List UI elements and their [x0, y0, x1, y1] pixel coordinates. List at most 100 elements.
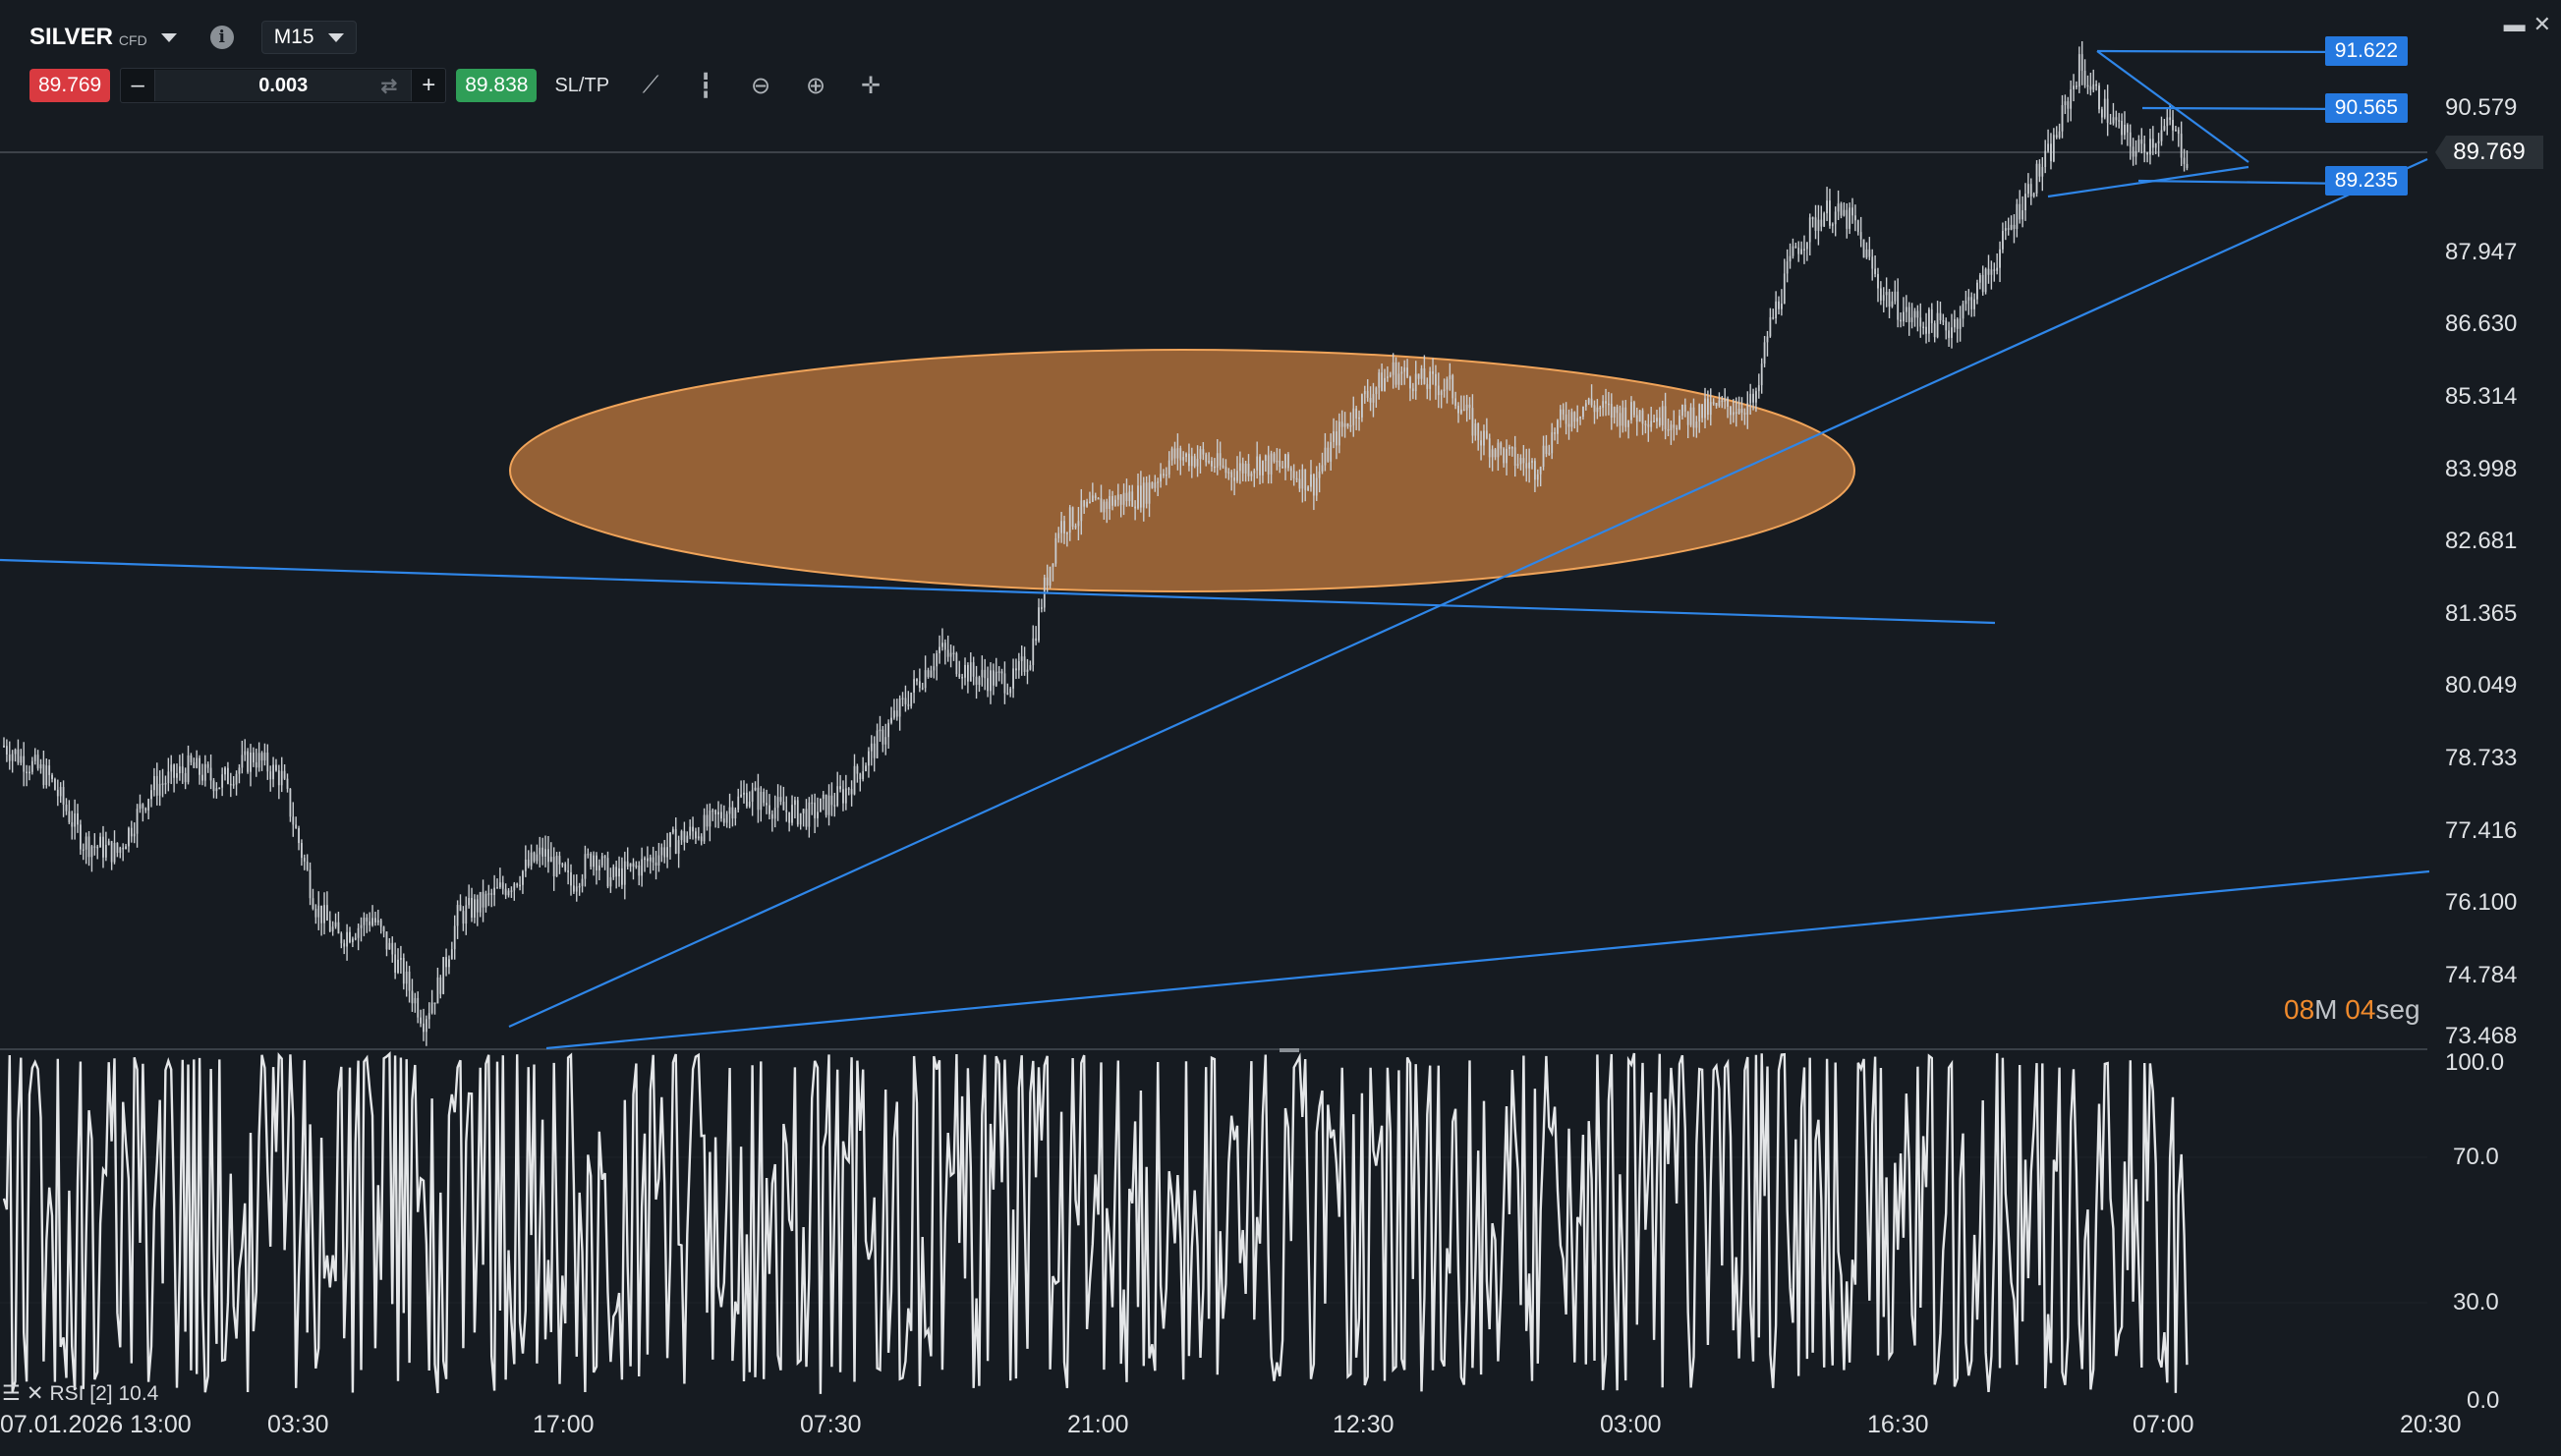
- price-tag-91622[interactable]: 91.622: [2324, 36, 2408, 66]
- candle-body: [1658, 418, 1661, 425]
- quantity-plus-button[interactable]: +: [422, 72, 436, 98]
- candle-type-icon[interactable]: ┇: [698, 72, 713, 99]
- candle-body: [519, 884, 521, 887]
- sell-price-button[interactable]: 89.769: [29, 69, 111, 102]
- candle-body: [433, 1002, 436, 1005]
- candle-body: [465, 905, 468, 924]
- line-chart-icon[interactable]: ⟋: [642, 72, 659, 98]
- candle-body: [448, 959, 450, 968]
- candle-body: [5, 746, 8, 755]
- candle-body: [811, 802, 814, 805]
- quantity-stepper: – 0.003 ⇄ +: [120, 68, 447, 103]
- candle-body: [1065, 532, 1068, 534]
- info-icon[interactable]: i: [209, 26, 234, 49]
- candle-body: [1647, 423, 1650, 427]
- candle-body: [833, 805, 836, 807]
- candle-body: [984, 669, 987, 679]
- rsi-indicator-label: ☰ ✕ RSI [2] 10.4: [2, 1381, 158, 1406]
- candle-body: [133, 833, 136, 837]
- buy-price-button[interactable]: 89.838: [456, 69, 538, 102]
- rsi-axis-label: 0.0: [2467, 1387, 2500, 1414]
- candle-body: [504, 888, 507, 896]
- candle-body: [1355, 408, 1358, 419]
- candle-body: [1834, 211, 1837, 225]
- candle-body: [1800, 249, 1802, 254]
- candle-body: [1199, 449, 1202, 460]
- trendlines[interactable]: [0, 49, 2430, 1050]
- candle-body: [1089, 501, 1091, 504]
- candle-body: [1238, 463, 1241, 472]
- candle-body: [1337, 421, 1340, 446]
- symbol-dropdown-icon[interactable]: [160, 32, 177, 42]
- swap-icon[interactable]: ⇄: [380, 76, 398, 97]
- candle-body: [1157, 481, 1160, 483]
- candle-body: [1780, 304, 1783, 309]
- candle-body: [79, 824, 82, 850]
- price-label: 82.681: [2445, 528, 2518, 554]
- candle-body: [1462, 409, 1465, 412]
- candle-body: [2124, 124, 2126, 136]
- candle-body: [1551, 432, 1554, 454]
- highlight-ellipse[interactable]: [509, 349, 1855, 592]
- trendline-lower-rising: [545, 869, 2430, 1050]
- timeframe-select[interactable]: M15: [260, 21, 357, 54]
- candle-body: [1888, 292, 1891, 308]
- candle-body: [1160, 474, 1162, 482]
- candle-body: [1948, 330, 1951, 338]
- price-tag-90565[interactable]: 90.565: [2324, 93, 2408, 123]
- candle-body: [839, 786, 841, 790]
- candle-body: [1670, 424, 1673, 430]
- sltp-button[interactable]: SL/TP: [554, 74, 610, 96]
- zoom-out-icon[interactable]: ⊖: [750, 72, 771, 99]
- candle-body: [1559, 409, 1562, 420]
- candle-body: [1885, 292, 1888, 296]
- symbol-type: CFD: [118, 32, 147, 48]
- candle-body: [703, 814, 706, 842]
- candle-body: [884, 737, 887, 745]
- quantity-input[interactable]: 0.003 ⇄: [154, 70, 413, 101]
- candle-body: [1854, 215, 1856, 221]
- price-tag-89235[interactable]: 89.235: [2324, 166, 2408, 196]
- candle-body: [1086, 501, 1088, 507]
- candle-body: [1307, 486, 1309, 491]
- candle-body: [1942, 319, 1945, 322]
- candle-body: [1182, 457, 1185, 461]
- candle-body: [2073, 85, 2075, 90]
- candle-body: [142, 804, 144, 809]
- candle-body: [1769, 316, 1772, 337]
- candle-body: [2143, 143, 2146, 153]
- candle-body: [1167, 460, 1170, 475]
- close-icon[interactable]: ✕: [2533, 12, 2551, 36]
- quantity-minus-button[interactable]: –: [131, 72, 144, 98]
- candle-body: [1548, 453, 1551, 455]
- candle-body: [283, 770, 286, 779]
- zoom-in-icon[interactable]: ⊕: [805, 72, 826, 99]
- candle-body: [11, 754, 14, 761]
- candle-body: [405, 971, 408, 984]
- indicator-menu-icon[interactable]: ☰: [2, 1382, 21, 1405]
- candle-body: [782, 801, 785, 811]
- minimize-icon[interactable]: ▬: [2503, 12, 2526, 36]
- time-label: 16:30: [1867, 1411, 1929, 1438]
- candle-body: [1185, 453, 1187, 458]
- candle-body: [1017, 660, 1020, 671]
- candle-body: [618, 868, 620, 877]
- candle-body: [158, 783, 161, 796]
- candle-body: [692, 826, 694, 832]
- candle-body: [567, 869, 570, 872]
- candle-body: [1735, 412, 1737, 415]
- symbol-name[interactable]: SILVER: [29, 24, 113, 50]
- candle-body: [102, 836, 104, 858]
- indicator-remove-icon[interactable]: ✕: [26, 1382, 44, 1405]
- candle-body: [978, 677, 981, 685]
- crosshair-icon[interactable]: ✛: [860, 72, 882, 99]
- candle-body: [725, 813, 728, 823]
- candle-body: [547, 849, 549, 863]
- candle-body: [1837, 203, 1840, 212]
- candle-body: [717, 812, 719, 814]
- candle-body: [1211, 461, 1213, 467]
- candle-body: [1506, 448, 1508, 464]
- candle-body: [1057, 532, 1060, 538]
- candle-body: [323, 905, 325, 924]
